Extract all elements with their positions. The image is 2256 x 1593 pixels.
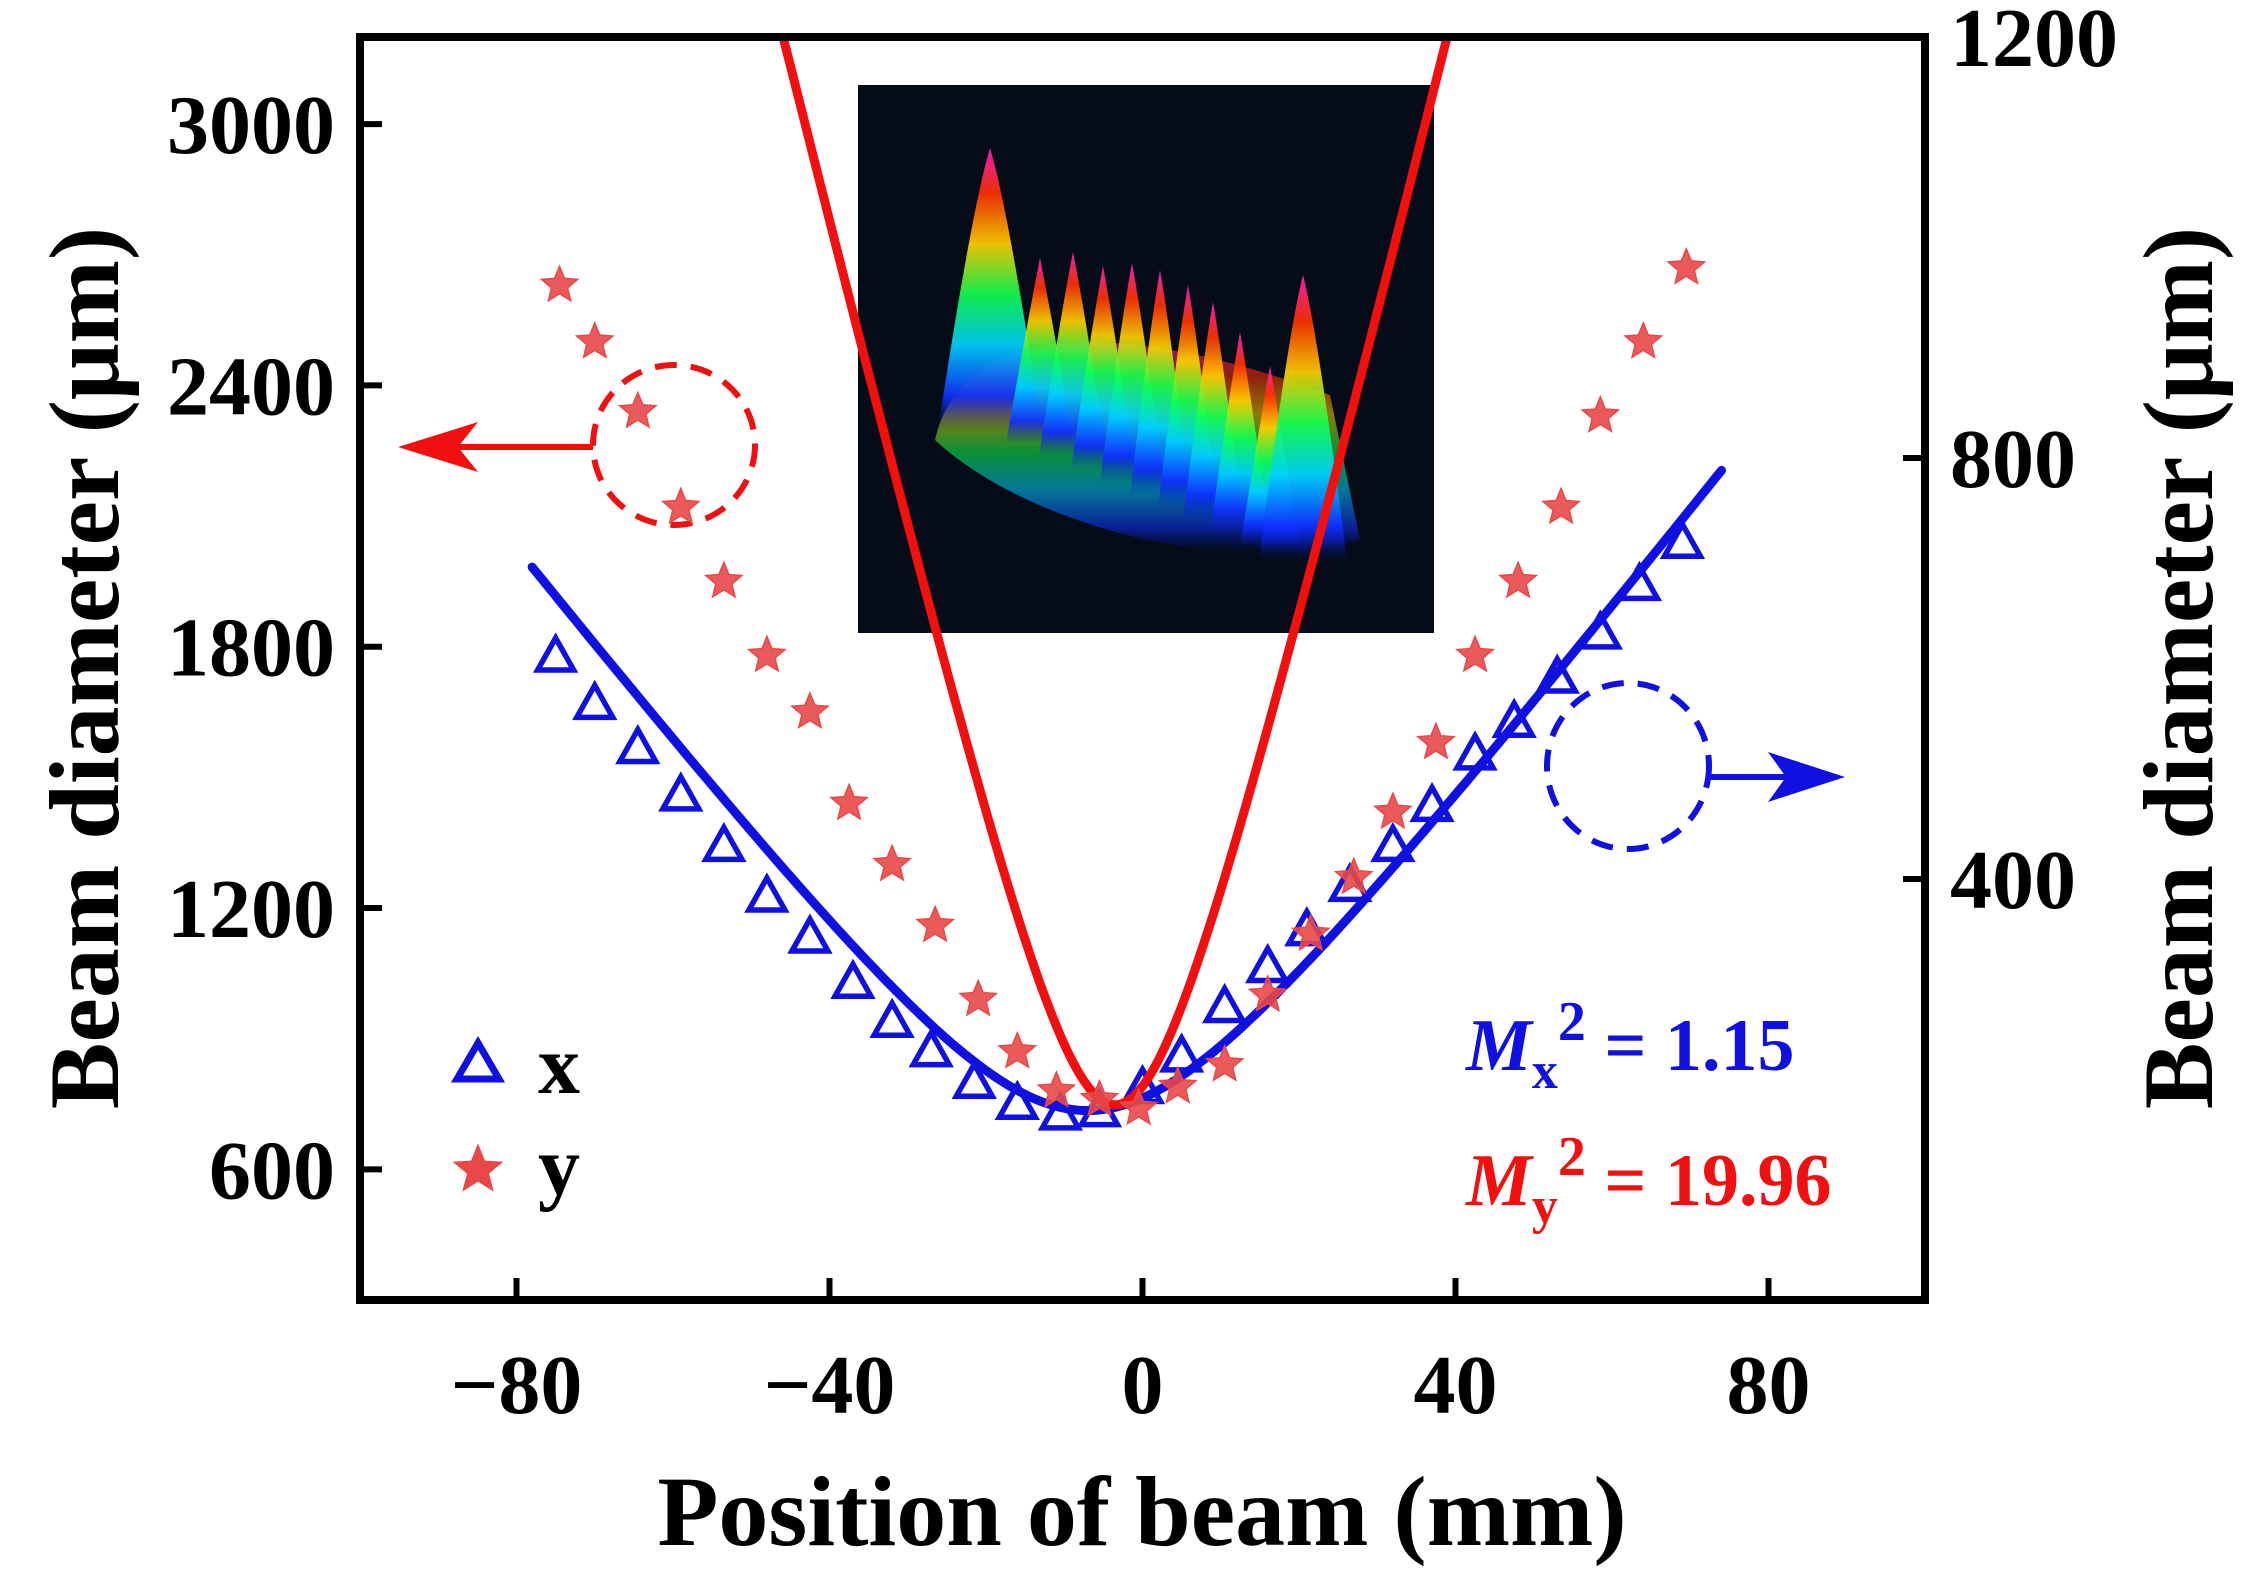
data-point-x [869,997,915,1038]
inset-peak [938,148,1042,430]
data-point-y [703,560,744,599]
legend-y-marker [452,1143,504,1192]
y-right-axis-title: Beam diameter (μm) [2123,227,2234,1109]
data-point-y [1118,1087,1159,1126]
data-point-y [617,390,658,429]
data-point-y [1036,1070,1077,1108]
mx-value: = 1.15 [1586,1005,1795,1087]
data-point-x [1037,1090,1084,1131]
data-point-y [1541,486,1582,525]
data-point-x [1577,609,1623,650]
data-point-x [1491,697,1537,738]
y-left-tick-label: 1800 [167,602,335,695]
x-tick-label: −80 [451,1339,583,1432]
x-axis-title: Position of beam (mm) [657,1456,1626,1567]
y-right-tick-label: 400 [1950,834,2076,927]
y-left-tick-label: 600 [209,1124,335,1217]
data-point-y [872,843,913,882]
data-point-y [1416,721,1456,760]
data-point-y [1623,320,1664,359]
data-point-y [1580,394,1621,433]
x-tick-label: −40 [764,1339,896,1432]
data-point-x [994,1079,1041,1121]
axis-indicators [398,362,1845,852]
legend-y-label: y [538,1120,580,1213]
data-point-y [1204,1043,1245,1082]
data-point-y [1333,856,1374,895]
data-point-x [615,723,661,765]
data-point-y [1498,560,1539,599]
data-point-y [1455,634,1495,673]
data-point-x [572,679,618,721]
y-left-axis-title: Beam diameter (μm) [29,227,140,1109]
inset-peak [1259,275,1347,560]
data-point-x [1616,560,1663,602]
series-layer [527,37,1726,1131]
data-point-y [539,264,580,303]
data-point-x [701,821,747,863]
data-point-x [830,958,876,999]
mx-subscript: x [1532,1043,1558,1100]
right-arrow-head [1768,752,1845,802]
y-left-tick-label: 3000 [167,79,335,172]
x-tick-label: 80 [1727,1339,1811,1432]
data-point-y [829,782,869,821]
inset-peaks [935,148,1360,560]
beam-profile-inset [858,85,1434,633]
data-point-y [915,904,956,943]
data-point-y [660,486,701,525]
data-point-x [1409,781,1455,823]
data-point-x [1158,1032,1205,1073]
x-tick-label: 40 [1414,1339,1498,1432]
y-right-tick-label: 800 [1950,413,2076,506]
y-left-tick-label: 1200 [167,863,335,956]
x-tick-label: 0 [1122,1339,1164,1432]
data-point-x [787,913,833,954]
legend: x y [450,1019,580,1213]
data-point-x [1659,518,1706,560]
my-annotation: My2 = 19.96 [1465,1126,1831,1235]
data-point-y [997,1030,1038,1069]
data-point-x [1201,982,1248,1024]
mx-superscript: 2 [1558,991,1586,1053]
data-point-x [744,872,790,913]
my-symbol: M [1465,1140,1534,1222]
my-value: = 19.96 [1586,1140,1832,1222]
left-arrow-head [398,422,478,472]
data-point-x [532,632,579,673]
data-point-x [951,1058,997,1099]
data-point-y [746,634,787,673]
data-point-x [1534,653,1580,694]
data-point-y [790,691,830,729]
legend-x-label: x [538,1019,580,1112]
data-point-y [1372,791,1413,830]
data-point-y [1079,1078,1120,1117]
data-point-y [1157,1065,1198,1104]
data-point-y [574,320,615,359]
data-point-y [1666,246,1707,285]
mx-annotation: Mx2 = 1.15 [1465,991,1794,1100]
data-point-x [1370,821,1416,863]
legend-x-marker [450,1036,506,1083]
my-superscript: 2 [1558,1126,1586,1188]
my-subscript: y [1532,1178,1558,1235]
data-point-x [1452,730,1498,771]
data-point-y [1247,974,1288,1013]
y-left-tick-label: 2400 [167,340,335,433]
data-point-y [958,978,999,1017]
ticks-layer: −80 −40 0 40 80 600 1200 1800 2400 3000 400 800 1200 [167,0,2118,1432]
data-point-y [1290,913,1331,952]
x-series-axis-circle [1544,680,1712,852]
data-point-x [908,1027,954,1068]
y-right-tick-label: 1200 [1950,0,2118,85]
data-point-x [658,771,704,812]
mx-symbol: M [1465,1005,1534,1087]
